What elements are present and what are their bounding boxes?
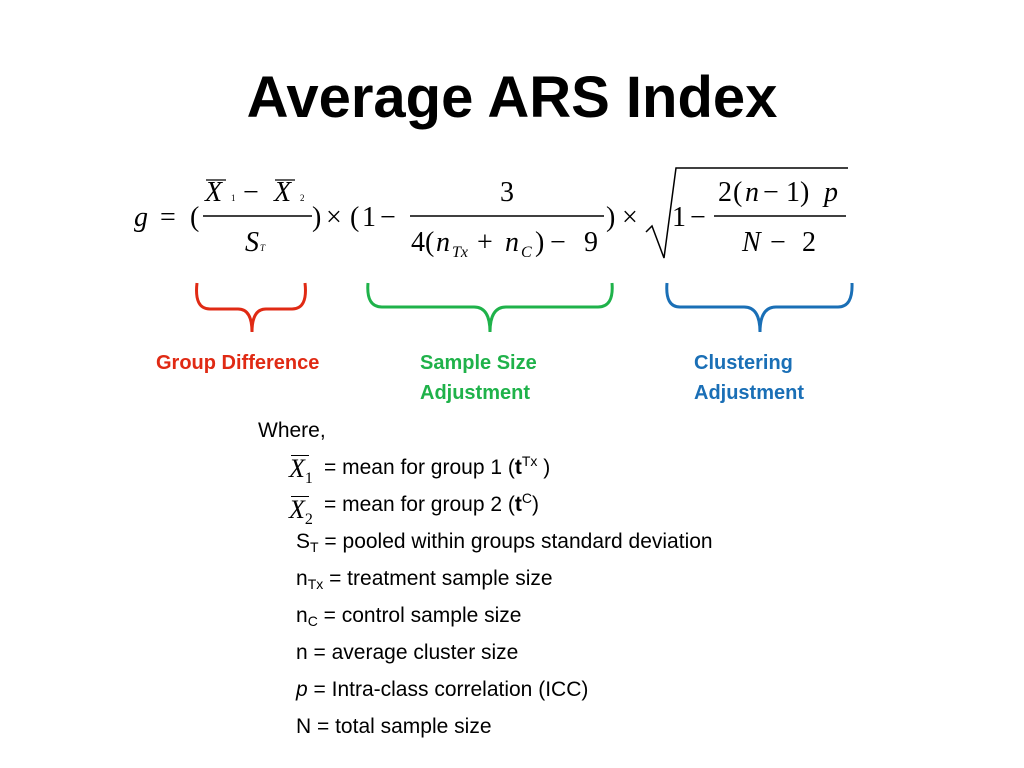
formula-close-paren-3: ) bbox=[535, 227, 544, 258]
formula-g: g bbox=[134, 202, 148, 233]
where-label: Where, bbox=[258, 419, 326, 442]
formula-s: S bbox=[245, 227, 259, 258]
formula-close-paren-1: ) bbox=[312, 202, 321, 233]
formula-times-2: × bbox=[622, 202, 638, 233]
x2-symbol: X2 bbox=[289, 495, 313, 528]
x2-letter: X bbox=[289, 495, 305, 524]
formula-minus-2: − bbox=[380, 202, 396, 233]
formula-x1: X bbox=[204, 177, 223, 208]
page-title: Average ARS Index bbox=[246, 65, 778, 130]
definition-big-n: N = total sample size bbox=[296, 715, 492, 738]
definition-st: ST = pooled within groups standard devia… bbox=[296, 530, 713, 555]
formula-nine: 9 bbox=[584, 227, 598, 258]
clustering-adjustment-label: Clustering Adjustment bbox=[694, 348, 804, 408]
definition-ntx: nTx = treatment sample size bbox=[296, 567, 553, 592]
x2-subscript: 2 bbox=[304, 511, 313, 528]
formula-plus: + bbox=[477, 227, 493, 258]
group-difference-brace bbox=[195, 282, 307, 333]
definition-nc: nC = control sample size bbox=[296, 604, 522, 629]
formula-times-1: × bbox=[326, 202, 342, 233]
group-difference-label: Group Difference bbox=[156, 348, 319, 378]
clustering-line-1: Clustering bbox=[694, 352, 793, 374]
formula-s-sub: T bbox=[260, 243, 266, 253]
formula-minus-4: − bbox=[690, 202, 706, 233]
sample-size-line-1: Sample Size bbox=[420, 352, 537, 374]
clustering-brace bbox=[665, 282, 854, 333]
formula-close-paren-4: ) bbox=[800, 177, 809, 208]
formula-n: n bbox=[745, 177, 759, 208]
formula-sqrt-one: 1 bbox=[672, 202, 686, 233]
x1-symbol: X1 bbox=[289, 454, 313, 487]
formula-big-n: N bbox=[741, 227, 762, 258]
square-root-sign bbox=[645, 167, 848, 259]
formula-minus-5: − bbox=[763, 177, 779, 208]
clustering-line-2: Adjustment bbox=[694, 382, 804, 404]
group-difference-text: Group Difference bbox=[156, 352, 320, 374]
sample-size-line-2: Adjustment bbox=[420, 382, 530, 404]
formula-one: 1 bbox=[362, 202, 376, 233]
formula-open-paren: ( bbox=[190, 202, 199, 233]
formula-p: p bbox=[822, 177, 838, 208]
formula-four: 4 bbox=[411, 227, 425, 258]
definition-x1: = mean for group 1 (tTx ) bbox=[324, 453, 551, 479]
sample-size-brace bbox=[366, 282, 614, 333]
x1-subscript: 1 bbox=[304, 470, 313, 487]
formula-minus-1: − bbox=[243, 177, 259, 208]
formula-close-paren-2: ) bbox=[606, 202, 615, 233]
formula-open-paren-4: ( bbox=[733, 177, 742, 208]
formula-n-tx: n bbox=[436, 227, 450, 258]
formula-one-2: 1 bbox=[786, 177, 800, 208]
formula-two: 2 bbox=[718, 177, 732, 208]
ars-formula: g = ( X 1 − X 2 S T ) × ( 1 − 3 4 ( n Tx… bbox=[134, 167, 854, 333]
formula-open-paren-3: ( bbox=[425, 227, 434, 258]
formula-n-tx-sub: Tx bbox=[452, 244, 468, 261]
sample-size-adjustment-label: Sample Size Adjustment bbox=[420, 348, 537, 408]
formula-n-c-sub: C bbox=[521, 244, 532, 261]
formula-minus-6: − bbox=[770, 227, 786, 258]
definition-n: n = average cluster size bbox=[296, 641, 519, 664]
formula-x2-sub: 2 bbox=[300, 193, 305, 203]
formula-n-c: n bbox=[505, 227, 519, 258]
x1-letter: X bbox=[289, 454, 305, 483]
definition-x2: = mean for group 2 (tC) bbox=[324, 490, 539, 516]
formula-two-2: 2 bbox=[802, 227, 816, 258]
definition-p: p = Intra-class correlation (ICC) bbox=[296, 678, 589, 701]
formula-open-paren-2: ( bbox=[350, 202, 359, 233]
formula-equals: = bbox=[160, 202, 176, 233]
formula-x1-sub: 1 bbox=[231, 193, 236, 203]
formula-minus-3: − bbox=[550, 227, 566, 258]
formula-x2: X bbox=[273, 177, 292, 208]
formula-three: 3 bbox=[500, 177, 514, 208]
